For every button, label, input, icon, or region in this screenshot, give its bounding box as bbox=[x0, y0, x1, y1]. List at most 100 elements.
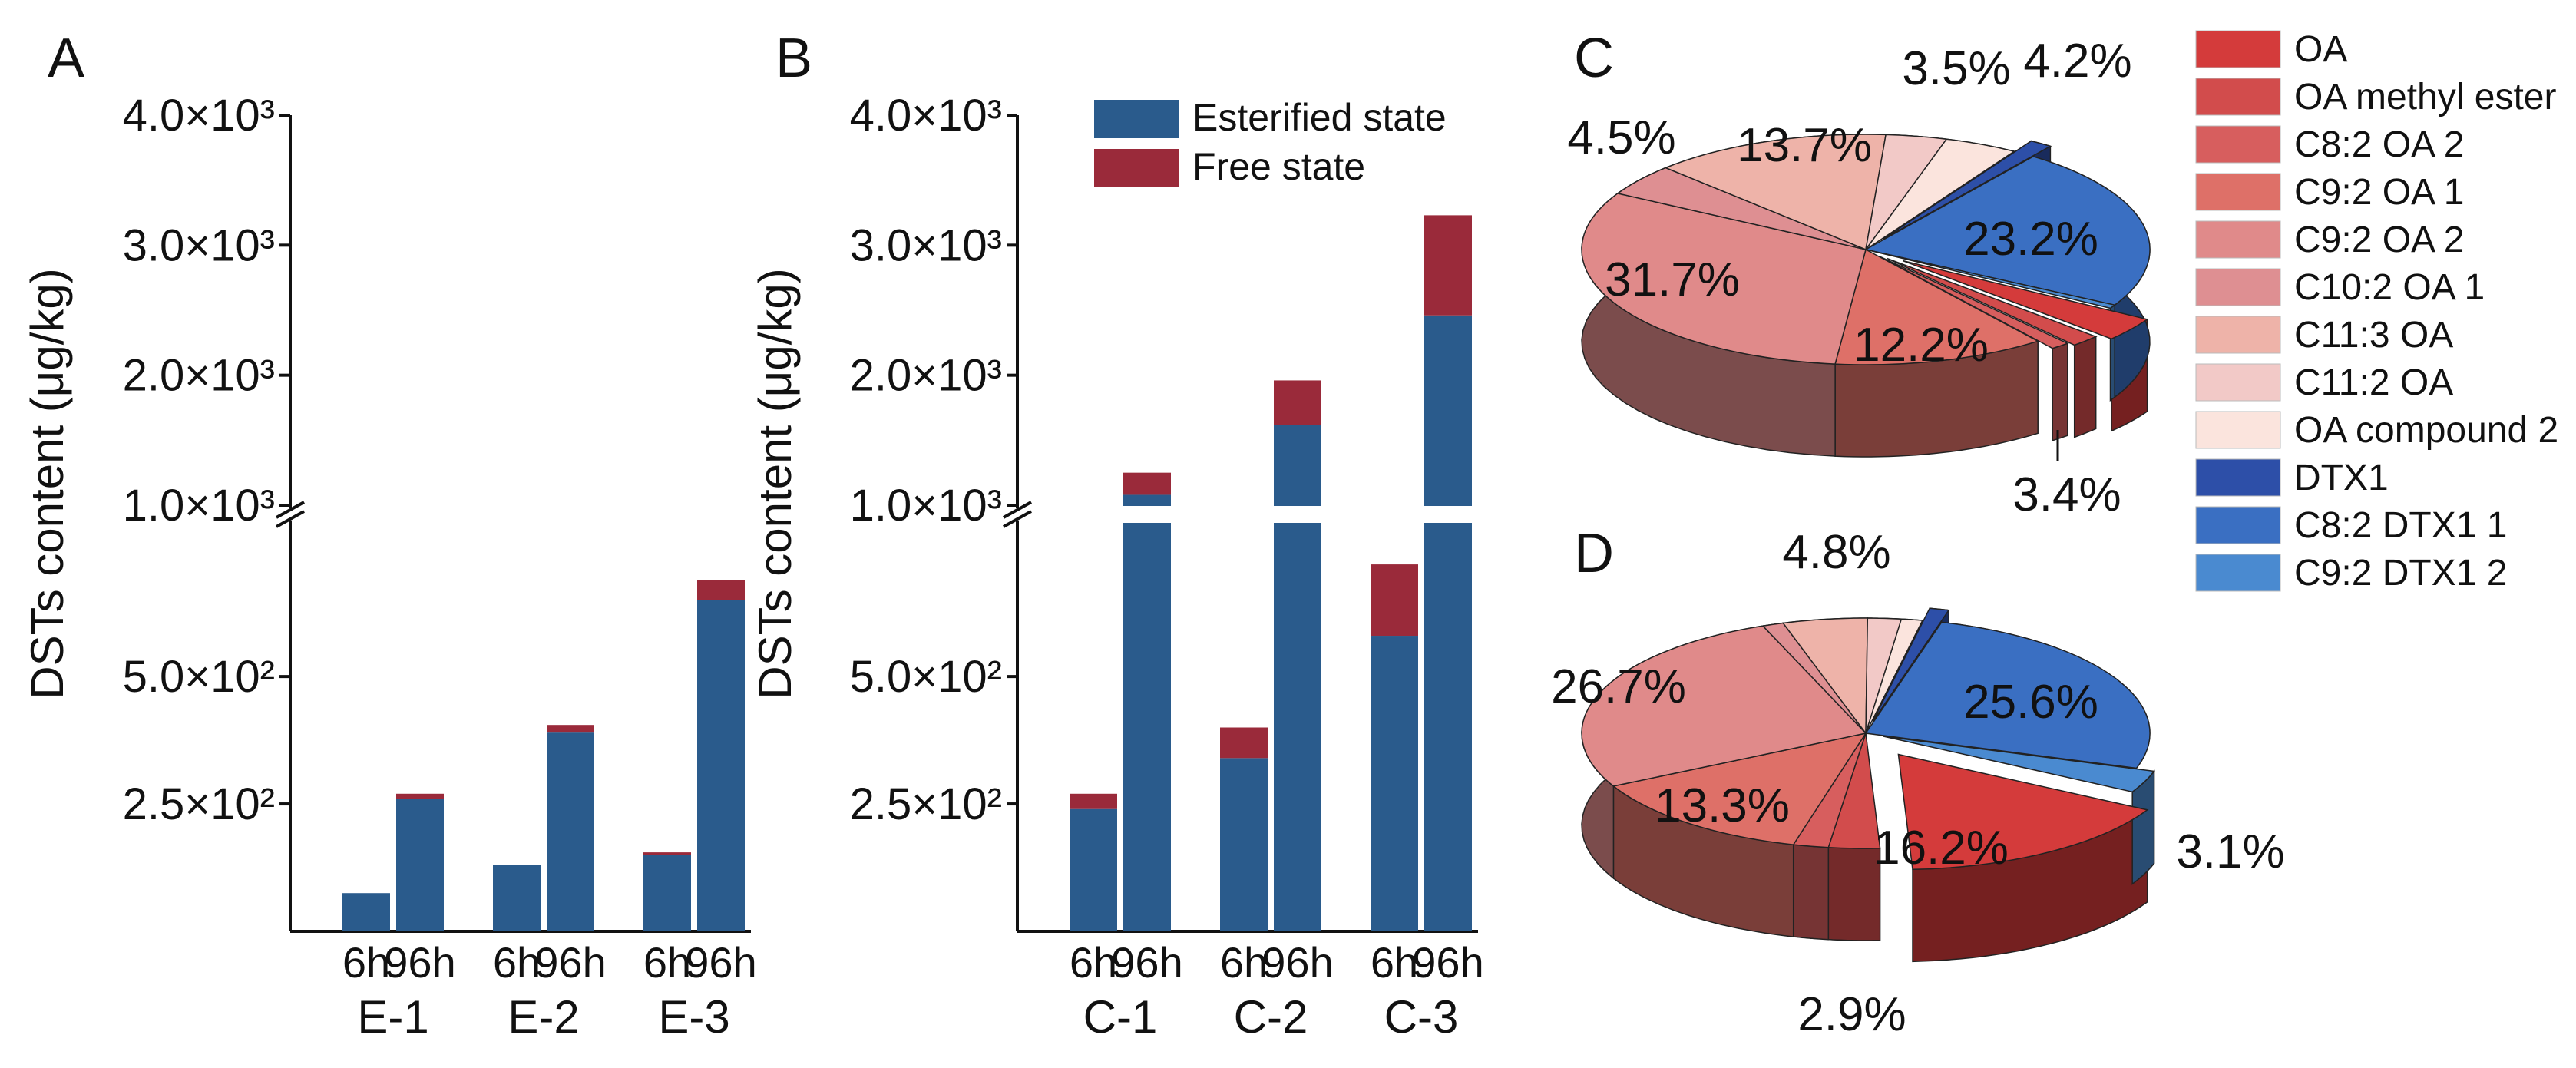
bar-break-gap bbox=[1122, 506, 1172, 523]
legend-label: Free state bbox=[1192, 145, 1365, 188]
legend-swatch bbox=[2195, 506, 2281, 544]
bar-break-gap bbox=[1272, 506, 1323, 523]
legend-label: C11:3 OA bbox=[2294, 315, 2453, 355]
legend-label: DTX1 bbox=[2294, 458, 2389, 498]
bar-esterified bbox=[1424, 315, 1472, 932]
x-group-label: E-2 bbox=[508, 991, 579, 1043]
pie-percentage-label: 31.7% bbox=[1605, 253, 1740, 306]
legend-swatch bbox=[2195, 458, 2281, 497]
pie-slice bbox=[1834, 248, 2040, 365]
bar-esterified bbox=[1070, 808, 1117, 931]
pie-slice bbox=[1883, 736, 2156, 793]
panel-letter-d: D bbox=[1574, 523, 1614, 584]
bar-free bbox=[643, 852, 691, 855]
x-group-label: C-3 bbox=[1384, 991, 1459, 1043]
x-category-label: 96h bbox=[534, 938, 606, 987]
panel-a-y-axis-label: DSTs content (μg/kg) bbox=[21, 268, 73, 699]
panel-letter-a: A bbox=[48, 28, 84, 89]
legend-swatch bbox=[2195, 30, 2281, 68]
x-category-label: 6h bbox=[643, 938, 691, 987]
y-tick-label: 5.0×10² bbox=[123, 652, 275, 702]
x-category-label: 96h bbox=[1412, 938, 1483, 987]
x-category-label: 6h bbox=[1371, 938, 1418, 987]
pie-slice bbox=[1863, 155, 2151, 306]
legend-label: C9:2 OA 1 bbox=[2294, 172, 2464, 213]
legend-label: OA compound 2 bbox=[2294, 410, 2558, 451]
legend-swatch bbox=[2195, 220, 2281, 259]
axis-break-mark bbox=[276, 510, 305, 528]
pie-percentage-label: 13.3% bbox=[1655, 779, 1790, 832]
legend-swatch bbox=[2195, 554, 2281, 592]
pie-percentage-label: 16.2% bbox=[1873, 822, 2009, 875]
panel-letter-b: B bbox=[775, 28, 812, 89]
pie-slice bbox=[1581, 625, 1867, 787]
pie-percentage-label: 2.9% bbox=[1797, 988, 1906, 1041]
pie-slice bbox=[1612, 732, 1867, 845]
y-tick-label: 2.0×10³ bbox=[123, 351, 275, 401]
pie-slice bbox=[1887, 257, 2098, 346]
pie-slice bbox=[1882, 140, 2052, 240]
pie-slice bbox=[1872, 607, 1950, 722]
x-category-label: 6h bbox=[1070, 938, 1117, 987]
y-tick-label: 4.0×10³ bbox=[123, 91, 275, 141]
pie-slice-side bbox=[2052, 342, 2068, 441]
bar-free bbox=[1371, 564, 1418, 637]
pie-slice bbox=[1865, 618, 1924, 734]
panel-a: A DSTs content (μg/kg) 2.5×10² 5.0×10² 1.0… bbox=[21, 28, 757, 1043]
x-category-label: 6h bbox=[493, 938, 541, 987]
bar-esterified bbox=[1274, 425, 1321, 931]
pie-slice bbox=[1902, 260, 2149, 340]
pie-percentage-label: 23.2% bbox=[1963, 213, 2098, 266]
x-group-label: E-1 bbox=[357, 991, 428, 1043]
x-group-label: C-2 bbox=[1234, 991, 1308, 1043]
bar-esterified bbox=[396, 799, 444, 931]
legend-label: C11:2 OA bbox=[2294, 362, 2453, 403]
legend-label: C8:2 DTX1 1 bbox=[2294, 505, 2507, 546]
axis-break-mark bbox=[276, 501, 305, 519]
y-tick-label: 2.5×10² bbox=[850, 779, 1002, 829]
legend-swatch bbox=[2195, 411, 2281, 449]
pie-slice-side bbox=[1792, 844, 1830, 941]
pie-slice bbox=[1865, 249, 2116, 309]
y-tick-label: 3.0×10³ bbox=[850, 220, 1002, 270]
pie-slice bbox=[1581, 193, 1867, 365]
pie-percentage-label: 4.2% bbox=[2023, 35, 2131, 88]
bar-esterified bbox=[547, 732, 594, 931]
pie-legend: OA OA methyl ester C8:2 OA 2 C9:2 OA 1 C9:2 … bbox=[2195, 29, 2558, 594]
bar-free bbox=[1123, 472, 1171, 495]
bar-free bbox=[1424, 215, 1472, 316]
bar-esterified bbox=[697, 600, 745, 931]
pie-percentage-label: 13.7% bbox=[1737, 119, 1872, 172]
legend-label: OA methyl ester bbox=[2294, 77, 2556, 117]
legend-label: OA bbox=[2294, 29, 2347, 70]
y-tick-label: 1.0×10³ bbox=[123, 481, 275, 531]
x-category-label: 96h bbox=[1262, 938, 1333, 987]
panel-letter-c: C bbox=[1574, 28, 1614, 89]
pie-percentage-label: 26.7% bbox=[1551, 660, 1686, 713]
legend-label: C9:2 DTX1 2 bbox=[2294, 553, 2507, 594]
bar-free bbox=[396, 793, 444, 799]
bar-esterified bbox=[1371, 636, 1418, 931]
pie-percentage-label: 12.2% bbox=[1853, 319, 1989, 372]
legend-label: C8:2 OA 2 bbox=[2294, 124, 2464, 165]
legend-swatch-free bbox=[1094, 149, 1179, 187]
pie-percentage-label: 3.5% bbox=[1902, 42, 2010, 95]
bar-free bbox=[547, 725, 594, 733]
bar-free bbox=[1220, 727, 1268, 759]
panel-b: B DSTs content (μg/kg) 2.5×10² 5.0×10² 1.0… bbox=[749, 28, 1484, 1043]
legend-label: Esterified state bbox=[1192, 96, 1447, 139]
bar-break-gap bbox=[1423, 506, 1473, 523]
y-tick-label: 4.0×10³ bbox=[850, 91, 1002, 141]
y-tick-label: 5.0×10² bbox=[850, 652, 1002, 702]
legend-swatch bbox=[2195, 173, 2281, 211]
pie-percentage-label: 3.1% bbox=[2176, 825, 2284, 878]
x-category-label: 6h bbox=[342, 938, 390, 987]
x-category-label: 96h bbox=[384, 938, 455, 987]
legend-label: C9:2 OA 2 bbox=[2294, 220, 2464, 260]
legend-swatch bbox=[2195, 78, 2281, 116]
x-group-label: E-3 bbox=[658, 991, 729, 1043]
bar-esterified bbox=[1123, 494, 1171, 931]
bar-esterified bbox=[493, 865, 541, 931]
y-tick-label: 3.0×10³ bbox=[123, 220, 275, 270]
